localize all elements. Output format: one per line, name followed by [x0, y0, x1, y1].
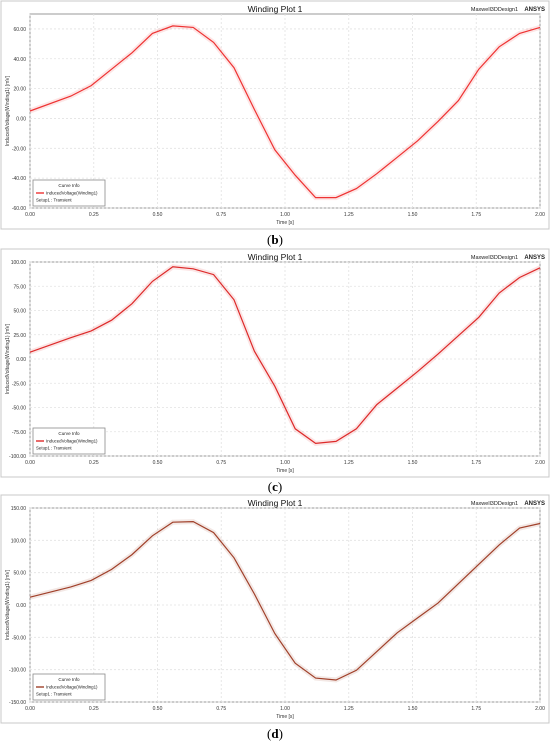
y-axis-label: InducedVoltage(Winding1) [mV]	[5, 75, 11, 146]
chart-title: Winding Plot 1	[248, 4, 303, 14]
x-tick-label: 0.00	[25, 460, 35, 466]
series-line	[29, 266, 541, 445]
y-tick-label: 25.00	[13, 333, 26, 339]
chart-title: Winding Plot 1	[248, 252, 303, 262]
design-name: Maxwell3DDesign1	[471, 501, 518, 507]
y-tick-label: 150.00	[11, 506, 27, 512]
figure-caption-c: (c)	[267, 479, 283, 494]
legend-box	[32, 427, 106, 455]
x-tick-label: 0.25	[89, 460, 99, 466]
x-tick-label: 0.75	[216, 460, 226, 466]
y-tick-label: -75.00	[12, 430, 26, 436]
design-name: Maxwell3DDesign1	[471, 7, 518, 13]
legend-setup-label: Setup1 : Transient	[36, 198, 72, 203]
y-tick-label: 75.00	[13, 284, 26, 290]
x-tick-label: 0.50	[153, 706, 163, 712]
chart-title: Winding Plot 1	[248, 498, 303, 508]
legend-title: Curve Info	[58, 183, 80, 188]
x-tick-label: 0.75	[216, 212, 226, 218]
x-tick-label: 1.00	[280, 706, 290, 712]
y-tick-label: 0.00	[16, 603, 26, 609]
y-tick-label: 60.00	[13, 27, 26, 33]
chart-panel-d: -150.00 -100.00 -50.00 0.00 50.00 100.00 150.0…	[0, 494, 550, 724]
y-tick-label: 100.00	[11, 538, 27, 544]
chart-panel-b: -60.00 -40.00 -20.00 0.00 20.00 40.00 60.00 0.0…	[0, 0, 550, 230]
series-line	[29, 25, 541, 199]
x-tick-label: 1.00	[280, 212, 290, 218]
x-tick-label: 2.00	[535, 212, 545, 218]
x-tick-label: 0.75	[216, 706, 226, 712]
y-tick-label: -20.00	[12, 146, 26, 152]
y-tick-label: -50.00	[12, 635, 26, 641]
figure-caption-d: (d)	[267, 726, 283, 741]
y-axis-label: InducedVoltage(Winding1) [mV]	[5, 569, 11, 640]
x-axis-label: Time [s]	[276, 714, 294, 720]
y-tick-label: -60.00	[12, 206, 26, 212]
brand-logo: ANSYS	[524, 7, 545, 13]
x-tick-label: 1.25	[344, 706, 354, 712]
x-tick-label: 1.75	[471, 706, 481, 712]
legend-series-label: InducedVoltage(Winding1)	[46, 191, 98, 196]
y-tick-label: -100.00	[9, 668, 26, 674]
x-tick-label: 0.50	[153, 212, 163, 218]
y-tick-label: -25.00	[12, 381, 26, 387]
line-chart-b: -60.00 -40.00 -20.00 0.00 20.00 40.00 60.00 0.0…	[0, 0, 550, 230]
brand-logo: ANSYS	[524, 255, 545, 261]
x-tick-label: 0.25	[89, 706, 99, 712]
y-tick-label: 0.00	[16, 357, 26, 363]
y-tick-label: -150.00	[9, 700, 26, 706]
y-tick-label: -50.00	[12, 406, 26, 412]
legend-box	[32, 179, 106, 207]
x-tick-label: 1.25	[344, 460, 354, 466]
y-tick-label: -100.00	[9, 454, 26, 460]
y-tick-label: 100.00	[11, 260, 27, 266]
x-tick-label: 0.25	[89, 212, 99, 218]
x-tick-label: 0.50	[153, 460, 163, 466]
chart-panel-c: -100.00 -75.00 -50.00 -25.00 0.00 25.00 50.00 7…	[0, 248, 550, 478]
x-tick-label: 1.50	[408, 460, 418, 466]
y-tick-label: 40.00	[13, 57, 26, 63]
legend-setup-label: Setup1 : Transient	[36, 446, 72, 451]
y-tick-label: 20.00	[13, 87, 26, 93]
brand-logo: ANSYS	[524, 501, 545, 507]
x-tick-label: 0.00	[25, 212, 35, 218]
y-tick-label: -40.00	[12, 176, 26, 182]
line-chart-d: -150.00 -100.00 -50.00 0.00 50.00 100.00 150.0…	[0, 494, 550, 724]
legend-series-label: InducedVoltage(Winding1)	[46, 439, 98, 444]
x-tick-label: 1.50	[408, 212, 418, 218]
series-line	[29, 520, 541, 681]
legend-title: Curve Info	[58, 677, 80, 682]
legend-box	[32, 673, 106, 701]
x-tick-label: 0.00	[25, 706, 35, 712]
y-axis-label: InducedVoltage(Winding1) [mV]	[5, 323, 11, 394]
design-name: Maxwell3DDesign1	[471, 255, 518, 261]
x-axis-label: Time [s]	[276, 220, 294, 226]
x-tick-label: 2.00	[535, 460, 545, 466]
legend-title: Curve Info	[58, 431, 80, 436]
y-tick-label: 0.00	[16, 116, 26, 122]
figure-caption-b: (b)	[267, 232, 283, 247]
x-tick-label: 1.75	[471, 212, 481, 218]
x-tick-label: 1.75	[471, 460, 481, 466]
x-tick-label: 2.00	[535, 706, 545, 712]
x-tick-label: 1.25	[344, 212, 354, 218]
line-chart-c: -100.00 -75.00 -50.00 -25.00 0.00 25.00 50.00 7…	[0, 248, 550, 478]
y-tick-label: 50.00	[13, 571, 26, 577]
x-axis-label: Time [s]	[276, 468, 294, 474]
x-tick-label: 1.50	[408, 706, 418, 712]
legend-setup-label: Setup1 : Transient	[36, 692, 72, 697]
legend-series-label: InducedVoltage(Winding1)	[46, 685, 98, 690]
y-tick-label: 50.00	[13, 309, 26, 315]
x-tick-label: 1.00	[280, 460, 290, 466]
